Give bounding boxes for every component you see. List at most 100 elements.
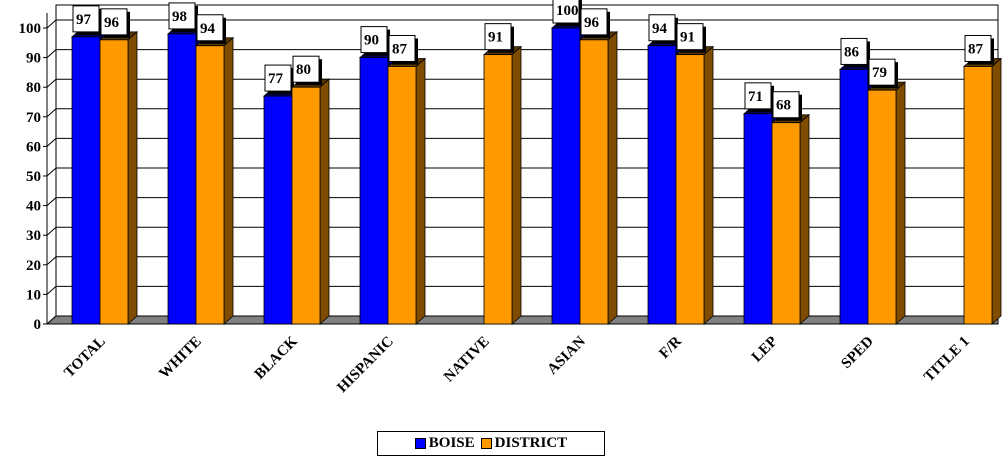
y-tick-depth [46,286,57,295]
y-tick-depth [46,197,57,206]
y-tick-label: 20 [26,258,41,274]
bar-side [511,45,522,325]
x-tick-label: HISPANIC [334,334,396,396]
bar-district-f-r [675,54,705,325]
bar-district-asian [579,39,609,325]
bar-side [223,36,234,325]
bar-district-native [483,54,513,325]
bar-boise-asian [551,27,581,325]
data-label: 80 [296,62,311,78]
legend-item-boise: BOISE [414,435,475,452]
data-label: 91 [680,30,695,46]
y-tick-label: 50 [26,169,41,185]
y-tick-label: 40 [26,199,41,215]
data-label: 100 [556,3,579,19]
y-tick-label: 30 [26,228,41,244]
data-label-box [964,34,992,62]
y-tick-depth [46,167,57,177]
data-label-box [360,26,388,54]
data-label: 94 [200,21,216,37]
y-tick-depth [46,138,57,147]
data-label-box [72,5,100,33]
legend-label-district: DISTRICT [494,435,568,451]
y-tick-label: 0 [34,317,42,333]
bar-side [319,78,330,325]
data-label-box [840,37,868,65]
x-tick-label: SPED [838,333,877,372]
bar-side [607,30,618,325]
data-label: 87 [968,41,984,57]
data-label-box [100,8,128,36]
bar-boise-hispanic [359,57,389,325]
x-tick-label: BLACK [252,333,301,382]
y-tick-label: 10 [26,287,41,303]
bar-side [799,113,810,325]
legend-swatch-district [480,438,492,449]
bar-district-total [99,39,129,325]
y-tick-depth [46,19,57,29]
data-label: 86 [844,44,860,60]
data-label: 96 [584,15,600,31]
data-label: 77 [268,71,284,87]
y-tick-label: 70 [26,110,41,126]
bar-side [127,30,138,325]
legend-swatch-boise [414,438,426,449]
bar-district-black [291,86,321,325]
data-label-box [484,23,512,51]
legend-label-boise: BOISE [428,435,475,451]
data-label: 97 [76,12,92,28]
data-label: 71 [748,89,763,105]
data-label-box [772,91,800,119]
bar-side [703,45,714,325]
data-label-box [196,14,224,42]
y-tick-depth [46,226,57,236]
data-label: 87 [392,41,408,57]
legend: BOISE DISTRICT [377,431,605,456]
data-label: 79 [872,65,887,81]
data-label: 91 [488,30,503,46]
bar-district-hispanic [387,66,417,325]
y-tick-label: 90 [26,51,41,67]
bar-district-white [195,45,225,325]
legend-item-district: DISTRICT [480,435,568,452]
y-tick-depth [46,256,57,266]
y-tick-depth [46,49,57,58]
data-label-box [648,14,676,42]
x-tick-label: F/R [656,333,685,362]
x-tick-label: NATIVE [441,334,493,386]
data-label: 68 [776,98,791,114]
bar-district-sped [867,89,897,325]
bar-side [991,57,1002,325]
x-tick-label: LEP [749,334,781,366]
y-tick-depth [46,78,57,88]
bar-boise-total [71,36,101,325]
x-tick-label: WHITE [156,334,204,382]
bar-side [895,81,906,325]
data-label-box [744,82,772,110]
data-label-box [868,58,896,86]
y-tick-depth [46,108,57,118]
data-label-box [580,8,608,36]
x-tick-label: TITLE 1 [921,334,973,386]
data-label: 94 [652,21,668,37]
bar-side [415,57,426,325]
bar-boise-white [167,33,197,325]
x-tick-label: ASIAN [545,333,589,377]
bar-boise-sped [839,69,869,325]
bar-boise-black [263,95,293,325]
y-tick-label: 60 [26,139,41,155]
y-tick-label: 80 [26,80,41,96]
y-tick-label: 100 [19,21,42,37]
data-label: 96 [104,15,120,31]
data-label-box [676,23,704,51]
x-tick-label: TOTAL [61,334,108,381]
data-label-box [264,64,292,92]
bar-boise-lep [743,113,773,325]
bar-district-title-1 [963,66,993,325]
data-label-box [552,0,580,24]
bar-district-lep [771,122,801,325]
bar-boise-f-r [647,45,677,325]
data-label-box [388,34,416,62]
